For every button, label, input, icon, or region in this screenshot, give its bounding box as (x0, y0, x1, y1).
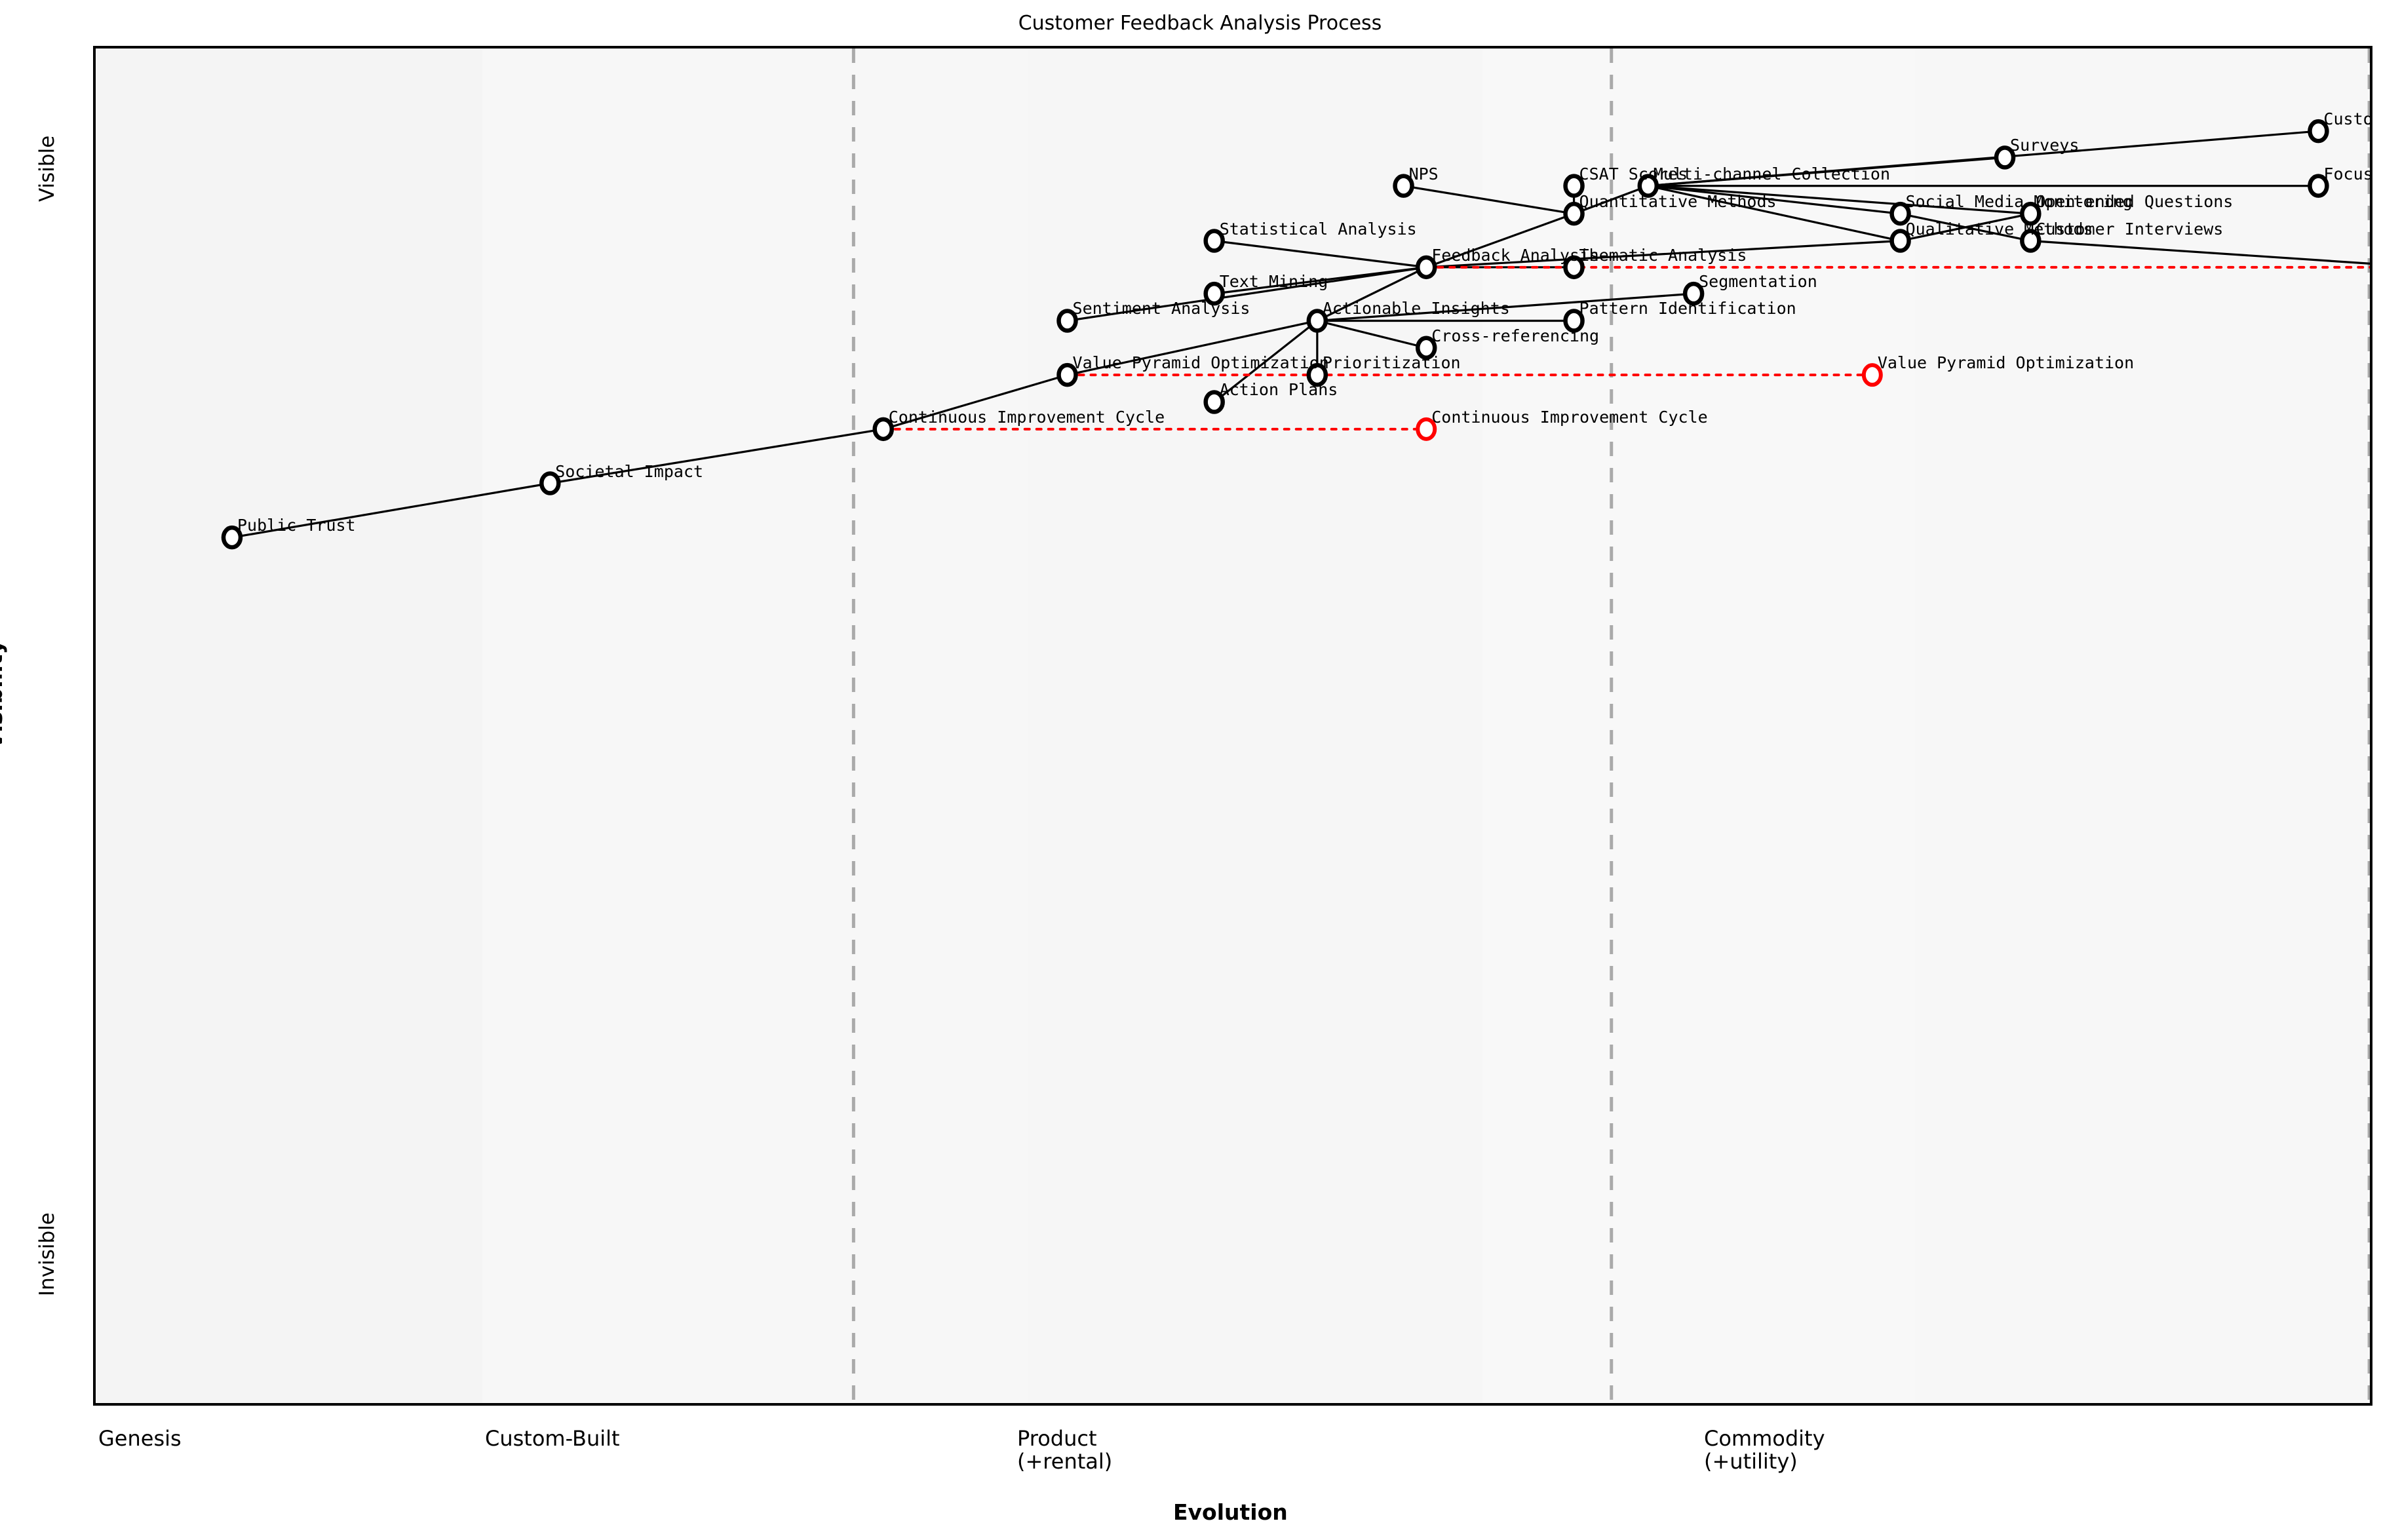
map-node-qualitative_methods[interactable] (1889, 229, 1911, 253)
x-tick-commodity-line1: Commodity (1704, 1426, 1825, 1451)
map-node-pattern_id[interactable] (1563, 309, 1585, 333)
map-link (2030, 239, 2370, 265)
map-node-statistical_analysis[interactable] (1203, 229, 1225, 253)
map-node-cic_start[interactable] (872, 417, 894, 442)
node-label-surveys: Surveys (2010, 136, 2080, 155)
node-label-sentiment_analysis: Sentiment Analysis (1072, 299, 1250, 318)
map-node-segmentation[interactable] (1682, 281, 1705, 306)
map-node-text_mining[interactable] (1203, 281, 1225, 306)
node-label-prioritization: Prioritization (1322, 353, 1461, 373)
plot-area: Customer Feedback Surveys NPS CSAT ScoresMu… (93, 46, 2372, 1406)
map-link (883, 374, 1068, 431)
map-node-customer_interviews[interactable] (2020, 229, 2042, 253)
map-link (1900, 212, 2031, 242)
node-label-quantitative_methods: Quantitative Methods (1579, 192, 1777, 212)
map-node-public_trust[interactable] (221, 525, 243, 550)
map-node-focus_groups[interactable] (2308, 174, 2329, 198)
map-link (1648, 156, 2005, 187)
node-label-statistical_analysis: Statistical Analysis (1219, 219, 1417, 239)
x-tick-product-line1: Product (1017, 1426, 1097, 1451)
map-link (1648, 185, 1901, 242)
y-tick-visible: Visible (35, 135, 59, 202)
node-label-public_trust: Public Trust (237, 516, 356, 535)
y-axis-title: Visibility (0, 640, 8, 750)
map-node-quantitative_methods[interactable] (1563, 201, 1585, 226)
map-node-customer_feedback[interactable] (2308, 119, 2329, 144)
y-tick-invisible: Invisible (35, 1212, 59, 1296)
map-node-multi_channel[interactable] (1637, 174, 1659, 198)
node-label-action_plans: Action Plans (1219, 380, 1338, 400)
x-axis-title: Evolution (1173, 1499, 1288, 1525)
map-link (1573, 185, 1649, 215)
node-label-customer_interviews: Customer Interviews (2036, 219, 2224, 239)
map-node-feedback_analysis[interactable] (1415, 255, 1437, 280)
map-node-cross_referencing[interactable] (1415, 336, 1437, 360)
map-link (1317, 319, 1427, 349)
node-label-feedback_analysis: Feedback Analysis (1431, 245, 1600, 265)
map-link (1403, 185, 1574, 215)
plot-background (96, 48, 2370, 1403)
node-label-nps: NPS (1408, 164, 1439, 183)
map-link (1214, 239, 1427, 269)
node-label-segmentation: Segmentation (1699, 272, 1817, 292)
map-node-sentiment_analysis[interactable] (1056, 309, 1078, 333)
map-link (1648, 185, 1901, 215)
map-node-vpo_start[interactable] (1056, 362, 1078, 387)
x-tick-commodity-line2: (+utility) (1704, 1448, 1798, 1474)
map-link (231, 482, 551, 539)
map-node-action_plans[interactable] (1203, 390, 1225, 414)
map-link (1317, 266, 1427, 322)
map-node-actionable_insights[interactable] (1306, 309, 1328, 333)
x-tick-custom: Custom-Built (485, 1426, 620, 1451)
map-link (1648, 184, 2031, 215)
page-title: Customer Feedback Analysis Process (1018, 12, 1382, 35)
map-link (1426, 239, 1901, 269)
map-node-thematic_analysis[interactable] (1563, 255, 1585, 280)
map-node-surveys[interactable] (1994, 145, 2016, 170)
x-tick-product-line2: (+rental) (1017, 1448, 1113, 1474)
map-node-csat_scores[interactable] (1563, 174, 1585, 198)
node-label-qualitative_methods: Qualitative Methods (1905, 219, 2093, 239)
node-label-csat_scores: CSAT Scores (1579, 164, 1688, 183)
node-label-societal_impact: Societal Impact (555, 461, 704, 481)
map-link (1067, 319, 1318, 376)
map-link (1425, 212, 1575, 269)
node-label-pattern_id: Pattern Identification (1579, 299, 1796, 318)
node-label-text_mining: Text Mining (1219, 272, 1328, 292)
x-tick-genesis: Genesis (98, 1426, 182, 1451)
node-label-cic_start: Continuous Improvement Cycle (888, 407, 1165, 427)
node-label-customer_feedback: Customer Feedback (2323, 109, 2372, 129)
node-label-cross_referencing: Cross-referencing (1431, 326, 1600, 345)
map-canvas (221, 48, 2370, 1403)
node-label-vpo_target: Value Pyramid Optimization (1877, 353, 2135, 373)
node-label-multi_channel: Multi-channel Collection (1653, 164, 1891, 183)
map-node-nps[interactable] (1393, 174, 1414, 198)
node-label-vpo_start: Value Pyramid Optimization (1072, 353, 1329, 373)
node-label-thematic_analysis: Thematic Analysis (1579, 245, 1747, 265)
map-node-cic_target[interactable] (1416, 417, 1437, 441)
node-label-focus_groups: Focus Groups (2323, 164, 2372, 183)
map-link (550, 428, 883, 485)
node-label-social_media: Social Media Monitoring (1905, 192, 2133, 212)
node-label-actionable_insights: Actionable Insights (1322, 299, 1510, 318)
map-link (1213, 320, 1318, 403)
map-node-societal_impact[interactable] (539, 471, 561, 495)
x-tick-commodity: Commodity (+utility) (1704, 1427, 1825, 1473)
map-node-prioritization[interactable] (1306, 362, 1328, 387)
map-link (1067, 266, 1427, 322)
map-link (1317, 292, 1694, 322)
x-tick-product: Product (+rental) (1017, 1427, 1112, 1473)
node-label-cic_target: Continuous Improvement Cycle (1431, 407, 1708, 427)
map-node-open_ended[interactable] (2020, 201, 2042, 226)
node-label-open_ended: Open-ended Questions (2036, 192, 2234, 212)
map-node-vpo_target[interactable] (1861, 363, 1883, 387)
map-node-social_media[interactable] (1889, 201, 1911, 226)
